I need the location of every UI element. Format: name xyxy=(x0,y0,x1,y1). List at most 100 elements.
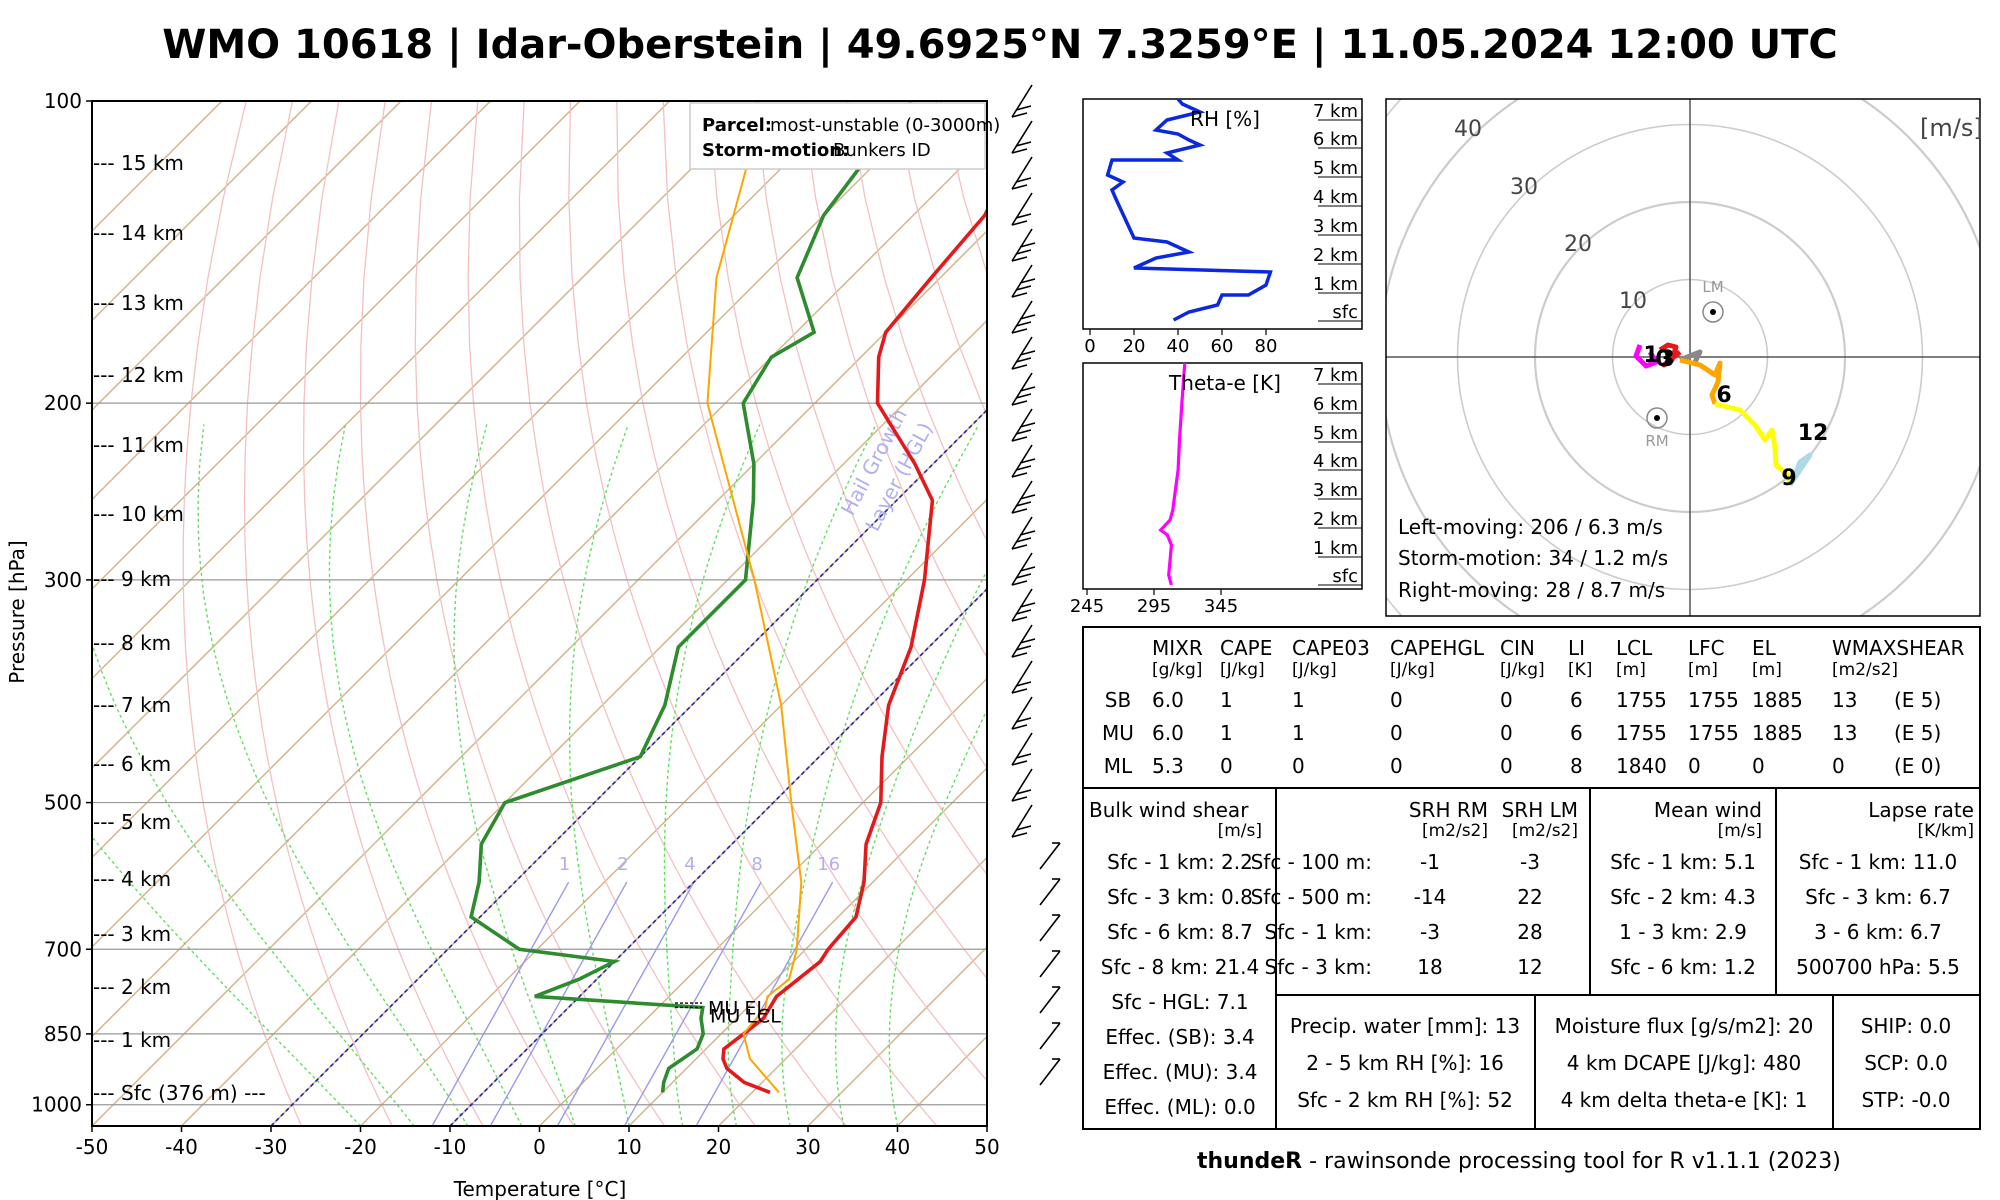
params-cell: 0 xyxy=(1390,721,1403,745)
temp-tick-label: 40 xyxy=(885,1135,910,1159)
wind-barb xyxy=(1011,372,1036,406)
barb-shaft xyxy=(1039,986,1061,1014)
dry-adiabat xyxy=(568,101,938,1126)
pressure-tick-label: 850 xyxy=(44,1022,82,1046)
theta-xtick-label: 245 xyxy=(1070,596,1104,617)
height-label: --- 5 km xyxy=(93,810,171,834)
lapse-rate-row: Sfc - 3 km: 6.7 xyxy=(1805,885,1951,909)
params-cell: (E 5) xyxy=(1894,721,1941,745)
barb-flag xyxy=(1015,141,1032,147)
wind-barb xyxy=(1011,516,1036,550)
barb-flag xyxy=(1011,436,1028,442)
rh-height-label: 5 km xyxy=(1313,158,1358,179)
moist-adiabat xyxy=(328,424,523,1126)
params-cell: 0 xyxy=(1688,754,1701,778)
srh-lm-title: SRH LM xyxy=(1502,798,1578,822)
barb-flag xyxy=(1015,753,1032,759)
dry-adiabat xyxy=(182,101,303,1126)
wind-barb xyxy=(1011,624,1036,658)
barb-shaft xyxy=(1039,950,1061,978)
params-cell: 1755 xyxy=(1688,688,1739,712)
flux-row: Moisture flux [g/s/m2]: 20 xyxy=(1555,1014,1814,1038)
wind-barb xyxy=(1039,986,1061,1014)
params-unit: [m] xyxy=(1752,660,1782,680)
composite-row: SCP: 0.0 xyxy=(1864,1051,1948,1075)
hodograph-ring-label: 40 xyxy=(1454,117,1482,142)
params-unit: [m2/s2] xyxy=(1832,660,1898,680)
pressure-tick-label: 700 xyxy=(44,937,82,961)
hodograph: 10 20 30 40 LM RM 01 3 6 912 xyxy=(1386,99,1980,616)
barb-flag xyxy=(1019,242,1036,248)
params-header: LFC xyxy=(1688,636,1725,660)
params-header: EL xyxy=(1752,636,1777,660)
composite-row: SHIP: 0.0 xyxy=(1861,1014,1952,1038)
barb-flag xyxy=(1011,328,1028,334)
isotherm-line xyxy=(628,766,987,1126)
barb-shaft xyxy=(1011,624,1033,658)
params-cell: 1755 xyxy=(1616,688,1667,712)
params-header: WMAXSHEAR xyxy=(1832,636,1964,660)
lapse-rate-row: Sfc - 1 km: 11.0 xyxy=(1799,850,1957,874)
wind-barb xyxy=(1011,156,1033,190)
barb-shaft xyxy=(1011,552,1033,586)
height-label: --- 9 km xyxy=(93,567,171,591)
mean-wind-row: 1 - 3 km: 2.9 xyxy=(1619,920,1747,944)
dry-adiabat xyxy=(755,101,987,770)
srh-rm-value: -3 xyxy=(1420,920,1440,944)
barb-flag xyxy=(1019,350,1036,356)
barb-shaft xyxy=(1011,228,1033,262)
barb-flag xyxy=(1011,652,1028,658)
dry-adiabat xyxy=(801,101,987,659)
hodograph-segment xyxy=(1787,452,1813,487)
params-header: MIXR xyxy=(1152,636,1203,660)
barb-flag xyxy=(1011,796,1028,802)
params-unit: [J/kg] xyxy=(1292,660,1337,680)
barb-flag xyxy=(1019,422,1036,428)
mu-lcl-label: MU LCL xyxy=(710,1005,781,1027)
theta-xtick-label: 295 xyxy=(1137,596,1171,617)
dry-adiabat xyxy=(467,101,756,1126)
barb-shaft xyxy=(1039,1058,1061,1086)
pressure-tick-label: 100 xyxy=(44,89,82,113)
barb-shaft xyxy=(1011,696,1033,730)
dry-adiabat xyxy=(359,101,575,1126)
mean-wind-row: Sfc - 6 km: 1.2 xyxy=(1610,955,1756,979)
barb-flag xyxy=(1015,501,1032,507)
height-label: --- Sfc (376 m) --- xyxy=(93,1081,266,1105)
barb-shaft xyxy=(1011,480,1033,514)
height-label: --- 2 km xyxy=(93,975,171,999)
dry-adiabat xyxy=(243,101,393,1126)
height-label: --- 13 km xyxy=(93,291,184,315)
wind-barb xyxy=(1011,120,1033,154)
hodograph-unit: [m/s] xyxy=(1920,114,1983,142)
legend-storm-value: Bunkers ID xyxy=(833,140,931,161)
params-cell: 0 xyxy=(1752,754,1765,778)
wind-barb xyxy=(1011,696,1033,730)
barb-flag xyxy=(1011,184,1028,190)
moisture-row: 2 - 5 km RH [%]: 16 xyxy=(1306,1051,1504,1075)
rm-marker xyxy=(1646,407,1668,429)
mu-el-label: MU EL xyxy=(708,997,767,1019)
hodograph-segment xyxy=(1633,344,1659,369)
temp-tick-label: -40 xyxy=(165,1135,198,1159)
theta-height-label: 2 km xyxy=(1313,509,1358,530)
barb-flag xyxy=(1011,616,1028,622)
barb-flag xyxy=(1019,566,1036,572)
params-table: MIXR[g/kg]CAPE[J/kg]CAPE03[J/kg]CAPEHGL[… xyxy=(1102,636,1964,778)
params-header: CAPEHGL xyxy=(1390,636,1485,660)
moist-adiabat xyxy=(92,641,415,1126)
hodograph-km-label: 1 xyxy=(1643,343,1658,368)
wind-barb xyxy=(1039,914,1061,942)
params-cell: 1755 xyxy=(1616,721,1667,745)
rh-xtick-label: 60 xyxy=(1211,336,1234,357)
srh-row-label: Sfc - 100 m: xyxy=(1251,850,1372,874)
params-unit: [J/kg] xyxy=(1220,660,1265,680)
theta-height-label: 7 km xyxy=(1313,365,1358,386)
temp-tick-label: -10 xyxy=(434,1135,467,1159)
wind-barb xyxy=(1011,408,1036,442)
barb-flag xyxy=(1015,609,1032,615)
dry-adiabat xyxy=(414,101,666,1126)
params-cell: (E 5) xyxy=(1894,688,1941,712)
moist-adiabat xyxy=(197,424,469,1126)
wind-barb xyxy=(1011,300,1036,334)
